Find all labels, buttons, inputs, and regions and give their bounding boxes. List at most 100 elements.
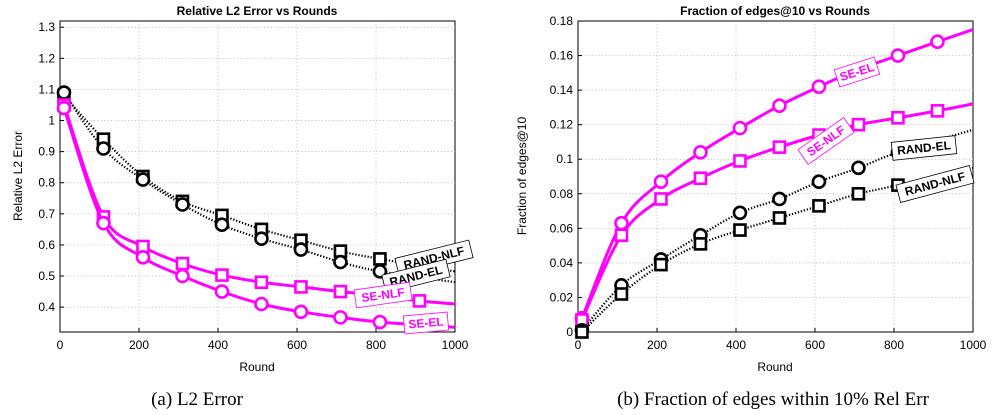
data-point-se-el	[333, 310, 348, 325]
series-label-se-el: SE-EL	[402, 311, 450, 335]
data-point-rand-el	[254, 231, 269, 246]
y-tick-label: 0.04	[550, 256, 574, 270]
caption: (b) Fraction of edges within 10% Rel Err	[617, 389, 930, 410]
y-tick-label: 0.02	[550, 290, 574, 304]
data-point-rand-nlf	[373, 252, 387, 266]
x-tick-label: 400	[208, 338, 228, 352]
data-point-rand-nlf	[654, 257, 668, 272]
y-tick-label: 0.5	[38, 269, 55, 283]
y-axis-label: Relative L2 Error	[11, 131, 25, 221]
data-point-se-nlf	[175, 256, 190, 271]
series-line-se-el	[62, 107, 456, 329]
y-tick-label: 0.18	[550, 14, 574, 28]
y-tick-label: 0.08	[550, 187, 574, 201]
series-se-el	[56, 100, 456, 330]
data-point-se-el	[811, 79, 827, 94]
data-point-se-el	[56, 100, 72, 116]
series-label-text: SE-NLF	[361, 285, 406, 305]
x-axis-label: Round	[757, 360, 792, 374]
data-point-se-el	[254, 296, 269, 312]
data-point-se-nlf	[851, 117, 866, 132]
tick-labels: 0 200 400 600 800 1000 0.4 0.5 0.6 0.7 0.8 0.9 1 1.1 1…	[38, 20, 468, 352]
series-line-rand-nlf	[581, 166, 974, 333]
data-point-se-el	[372, 314, 388, 330]
data-point-rand-nlf	[733, 223, 747, 237]
series-group	[56, 85, 456, 330]
data-point-se-el	[96, 215, 111, 231]
data-point-se-el	[693, 145, 708, 160]
y-tick-label: 0.12	[550, 118, 574, 132]
y-tick-label: 1.2	[38, 51, 55, 65]
data-point-se-nlf	[412, 294, 427, 308]
y-tick-label: 1.3	[38, 20, 55, 34]
x-tick-label: 800	[884, 338, 904, 352]
data-point-se-el	[890, 48, 906, 63]
y-tick-label: 0.06	[550, 221, 574, 235]
y-tick-label: 0.4	[38, 300, 55, 314]
data-point-rand-el	[56, 85, 72, 100]
chart-fraction-edges: Fraction of edges@10 vs Rounds Round Fra…	[515, 4, 987, 410]
series-line-rand-el	[63, 91, 456, 284]
data-point-se-el	[930, 34, 945, 50]
y-tick-label: 0	[566, 325, 573, 339]
chart-title: Fraction of edges@10 vs Rounds	[680, 4, 870, 18]
data-point-se-el	[175, 268, 190, 284]
series-label-se-nlf: SE-NLF	[353, 281, 413, 309]
data-point-se-nlf	[614, 228, 629, 243]
data-point-se-nlf	[693, 171, 708, 186]
y-tick-label: 0.7	[38, 207, 55, 221]
y-tick-label: 0.16	[550, 49, 574, 63]
x-tick-label: 0	[57, 338, 64, 352]
data-point-rand-el	[175, 197, 190, 212]
series-se-el	[574, 28, 974, 326]
series-label-text: RAND-EL	[896, 138, 951, 158]
data-point-rand-el	[372, 264, 388, 279]
x-tick-label: 200	[647, 338, 667, 352]
data-point-se-nlf	[294, 280, 308, 294]
data-point-se-el	[214, 284, 230, 299]
x-tick-label: 200	[129, 338, 149, 352]
data-point-rand-nlf	[693, 237, 708, 251]
x-tick-label: 0	[575, 338, 582, 352]
data-point-rand-el	[96, 141, 111, 156]
data-point-se-el	[772, 98, 787, 113]
series-rand-nlf	[575, 166, 974, 339]
data-point-se-el	[732, 120, 748, 136]
data-point-rand-el	[772, 191, 787, 207]
data-point-rand-el	[732, 205, 748, 221]
data-point-rand-el	[135, 172, 151, 187]
data-point-rand-el	[293, 242, 309, 257]
data-point-rand-nlf	[812, 199, 826, 213]
data-point-se-nlf	[254, 275, 269, 290]
data-point-rand-el	[333, 254, 348, 270]
data-point-rand-nlf	[772, 211, 787, 225]
series-line-rand-nlf	[63, 94, 456, 273]
x-tick-label: 800	[366, 338, 386, 352]
data-point-se-nlf	[654, 192, 668, 206]
series-label-rand-el: RAND-EL	[890, 135, 958, 161]
series-label-text: SE-EL	[408, 314, 444, 331]
data-point-se-el	[653, 174, 669, 189]
data-point-se-nlf	[930, 104, 945, 118]
plot-frame	[577, 20, 974, 333]
x-tick-label: 600	[805, 338, 825, 352]
series-rand-el	[56, 85, 456, 284]
data-point-rand-nlf	[851, 186, 866, 201]
x-tick-label: 400	[726, 338, 746, 352]
data-point-rand-el	[214, 217, 230, 233]
x-tick-label: 1000	[960, 338, 987, 352]
data-point-se-el	[135, 250, 151, 265]
y-tick-label: 0.8	[38, 176, 55, 190]
caption: (a) L2 Error	[151, 389, 243, 410]
data-point-se-nlf	[333, 284, 348, 299]
data-point-rand-el	[851, 160, 866, 176]
x-tick-label: 600	[287, 338, 307, 352]
data-point-se-nlf	[772, 140, 787, 154]
data-point-se-nlf	[215, 268, 229, 282]
chart-l2-error: Relative L2 Error vs Rounds Round Relati…	[11, 4, 474, 410]
data-point-rand-el	[811, 174, 827, 189]
y-tick-label: 0.9	[38, 145, 55, 159]
tick-labels: 0 200 400 600 800 1000 0 0.02 0.04 0.06 0.08 0.1 0.1…	[550, 14, 987, 352]
data-point-se-el	[293, 304, 309, 320]
